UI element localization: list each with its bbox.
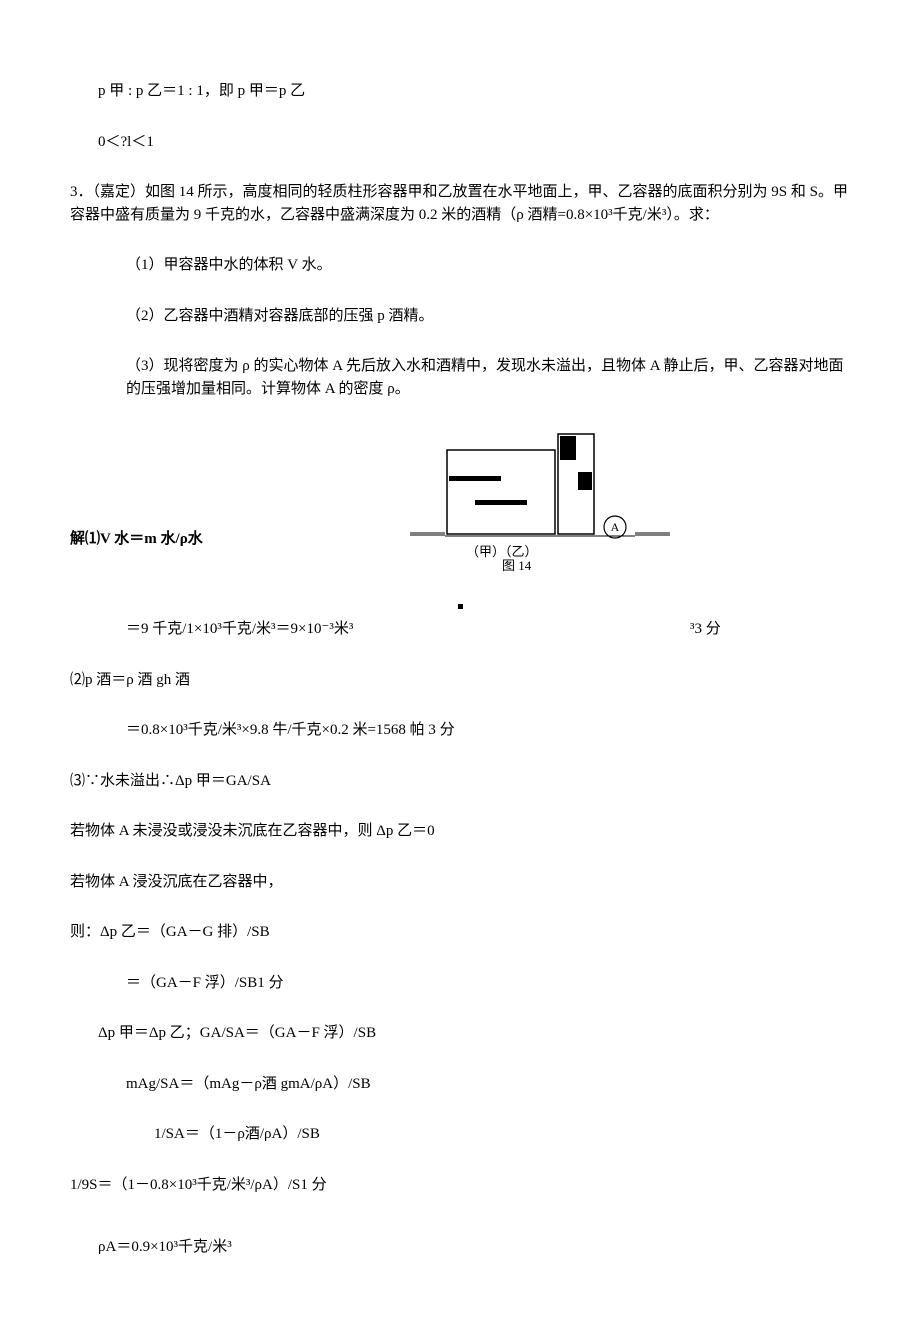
solution-3-line4: 则：Δp 乙＝（GA－G 排）/SB: [70, 921, 850, 944]
figure-14-svg: A: [410, 428, 670, 548]
solution-3-line2: 若物体 A 未浸没或浸没未沉底在乙容器中，则 Δp 乙＝0: [70, 820, 850, 843]
center-square-marker: [458, 604, 463, 609]
line-bounds: 0＜?l＜1: [70, 131, 850, 154]
solution-3-line9: 1/9S＝（1－0.8×10³千克/米³/ρA）/S1 分: [70, 1174, 850, 1197]
solution-3-line5: ＝（GA－F 浮）/SB1 分: [70, 972, 850, 995]
q3-part3: （3）现将密度为 ρ 的实心物体 A 先后放入水和酒精中，发现水未溢出，且物体 …: [70, 355, 850, 400]
figure-object-label: A: [611, 520, 620, 534]
q3-part1: （1）甲容器中水的体积 V 水。: [70, 254, 850, 277]
figure-14-block: 解⑴V 水＝m 水/ρ水 A （甲）（乙） 图 14: [70, 428, 850, 578]
solution-2-body: ＝0.8×10³千克/米³×9.8 牛/千克×0.2 米=1568 帕 3 分: [70, 719, 850, 742]
solution-1-score: ³3 分: [690, 618, 721, 641]
q3-intro: 3．（嘉定）如图 14 所示，高度相同的轻质柱形容器甲和乙放置在水平地面上，甲、…: [70, 181, 850, 226]
solution-3-line3: 若物体 A 浸没沉底在乙容器中，: [70, 871, 850, 894]
solution-3-line7: mAg/SA＝（mAg－ρ酒 gmA/ρA）/SB: [70, 1073, 850, 1096]
solution-3-line10: ρA＝0.9×10³千克/米³: [70, 1236, 850, 1259]
solution-1-head-bold: 解⑴V 水＝m 水/ρ水: [70, 531, 203, 547]
figure-sublabel-left: （甲）: [466, 544, 505, 559]
solution-3-line6: Δp 甲＝Δp 乙；GA/SA＝（GA－F 浮）/SB: [70, 1022, 850, 1045]
solution-1-heading: 解⑴V 水＝m 水/ρ水: [70, 528, 203, 551]
solution-1-body: ＝9 千克/1×10³千克/米³＝9×10⁻³米³: [126, 621, 353, 637]
figure-caption: 图 14: [502, 556, 531, 576]
solution-3-line1: ⑶∵水未溢出∴Δp 甲＝GA/SA: [70, 770, 850, 793]
solution-1-body-row: ＝9 千克/1×10³千克/米³＝9×10⁻³米³ ³3 分: [70, 618, 850, 641]
solution-2-heading: ⑵p 酒＝ρ 酒 gh 酒: [70, 669, 850, 692]
line-p-ratio: p 甲 : p 乙＝1 : 1，即 p 甲＝p 乙: [70, 80, 850, 103]
q3-part2: （2）乙容器中酒精对容器底部的压强 p 酒精。: [70, 305, 850, 328]
solution-3-line8: 1/SA＝（1－ρ酒/ρA）/SB: [70, 1123, 850, 1146]
